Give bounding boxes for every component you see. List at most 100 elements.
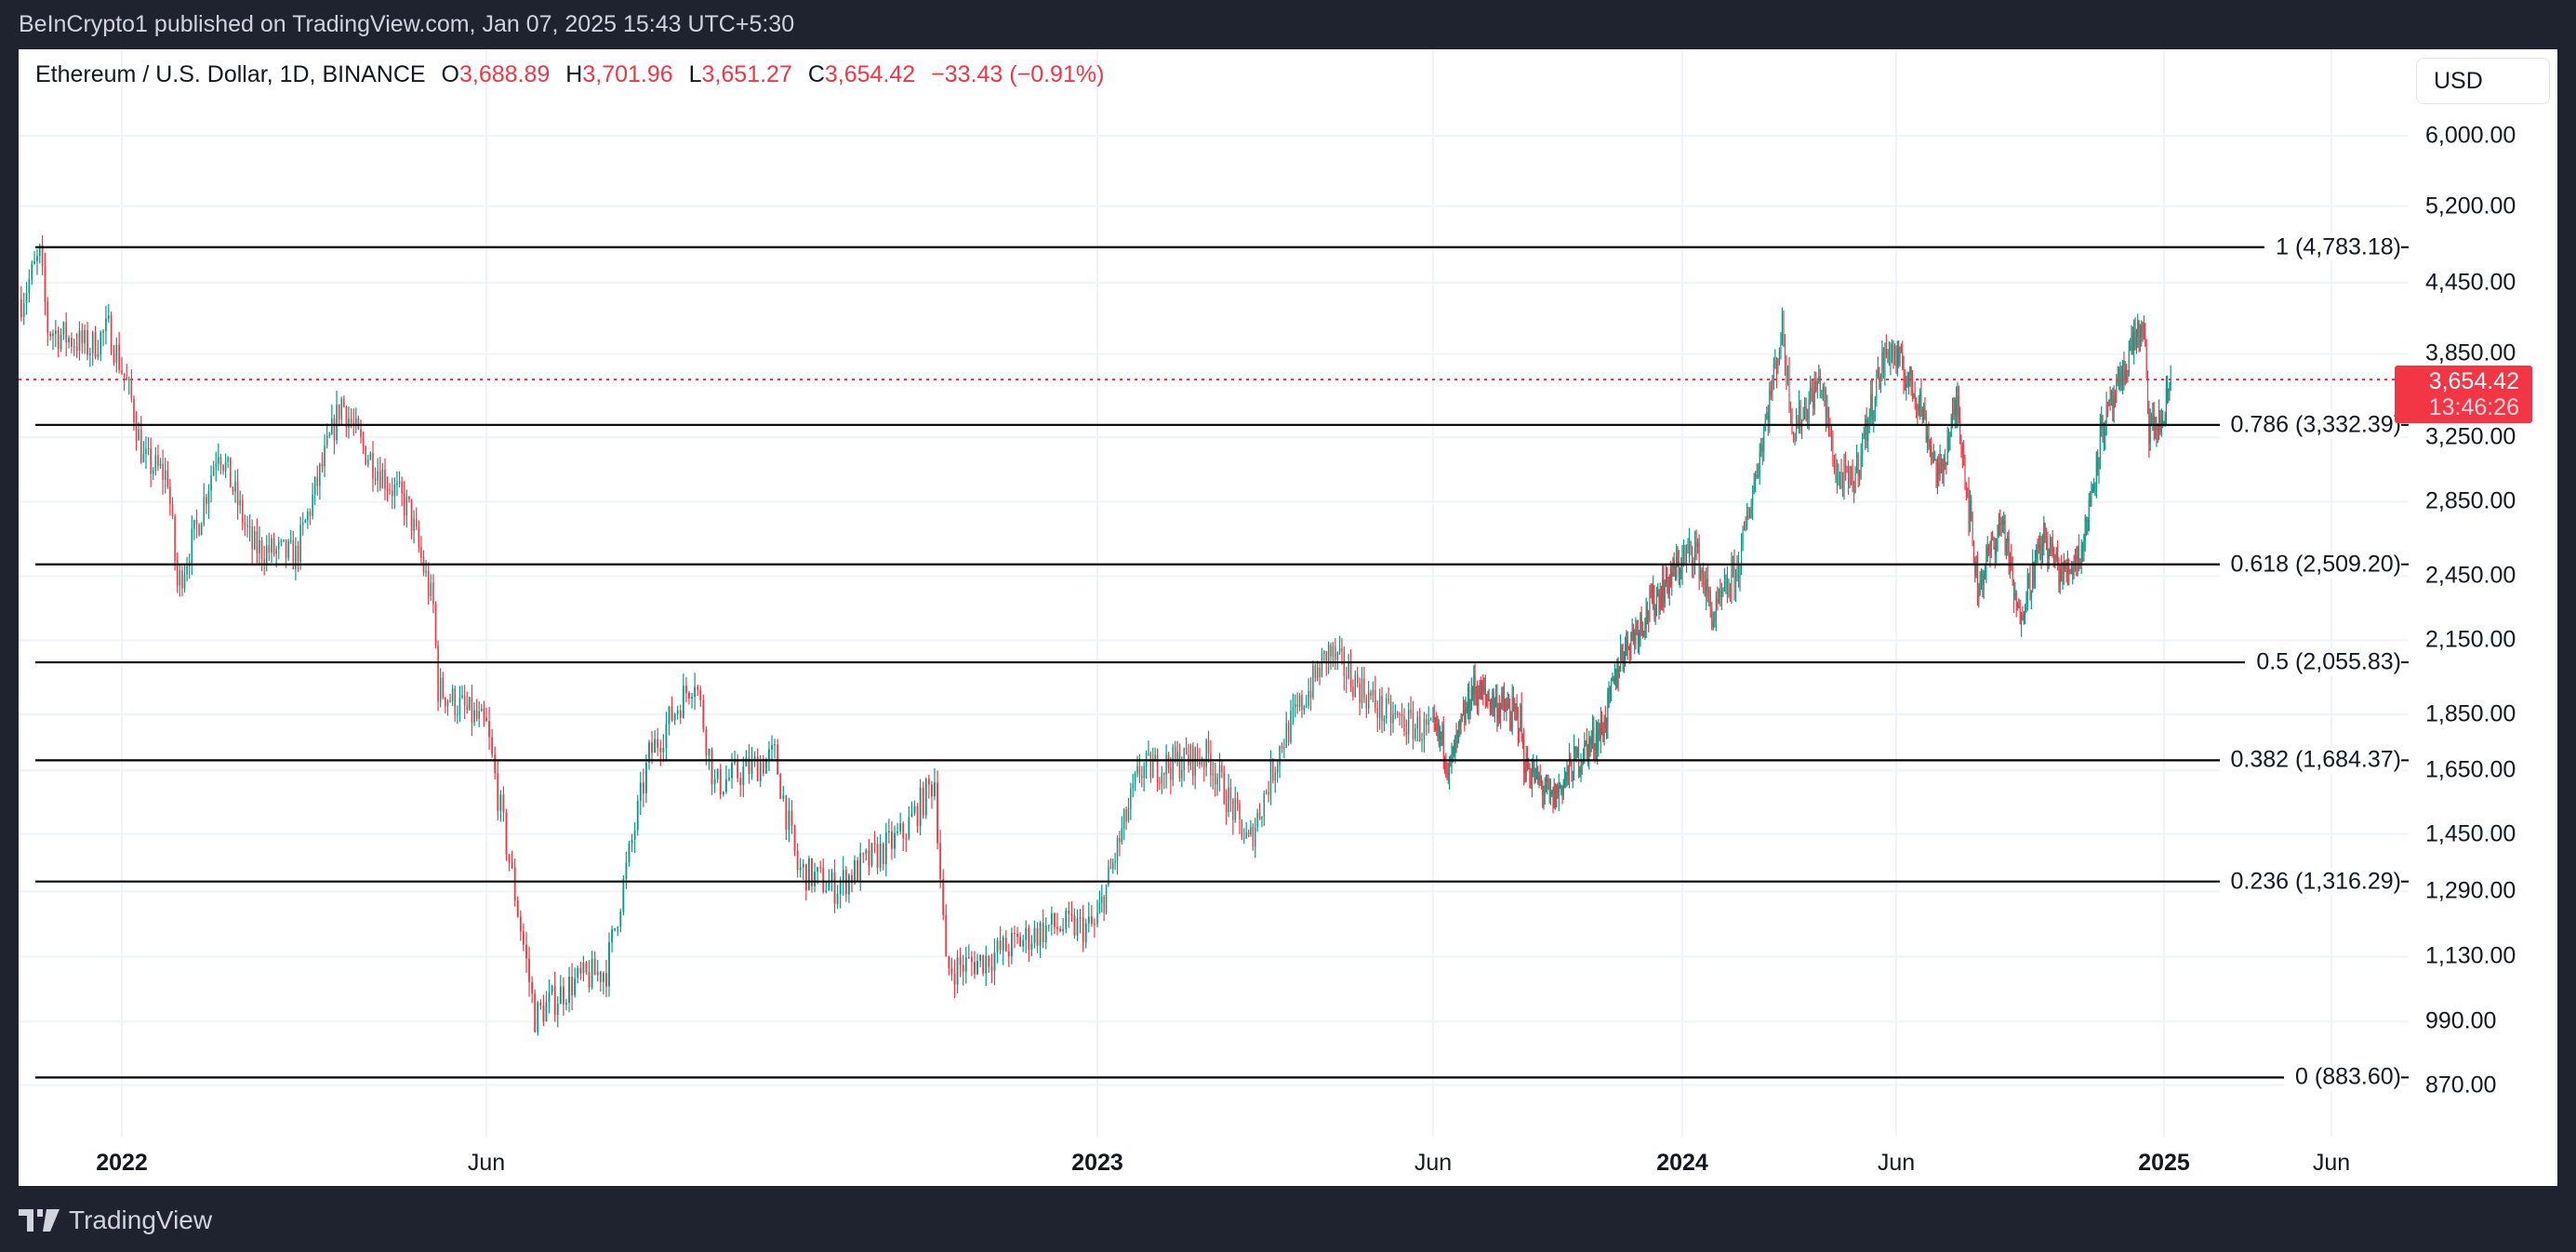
candle-body <box>1617 668 1619 678</box>
candle <box>1468 681 1470 725</box>
candle <box>1942 458 1944 485</box>
candle-body <box>386 488 389 490</box>
candle-body <box>934 782 936 797</box>
candle <box>790 800 793 834</box>
candle-body <box>1176 752 1178 761</box>
candle <box>1672 556 1674 577</box>
symbol-title[interactable]: Ethereum / U.S. Dollar, 1D, BINANCE <box>35 61 426 87</box>
candle-body <box>1509 708 1511 720</box>
candle <box>2054 553 2056 569</box>
candle-body <box>338 404 340 420</box>
candle-body <box>1070 913 1073 916</box>
candle-body <box>434 604 437 646</box>
candle-body <box>1537 766 1539 782</box>
candle-body <box>1756 474 1758 477</box>
candle <box>1245 821 1247 839</box>
candle-body <box>1432 717 1434 720</box>
candle-body <box>1068 911 1070 914</box>
candle <box>1094 918 1095 938</box>
candle <box>1963 439 1965 466</box>
candle <box>2165 375 2167 425</box>
candle <box>588 960 591 993</box>
candle <box>1511 684 1513 736</box>
candle-body <box>585 962 588 973</box>
candle <box>1632 623 1635 646</box>
candle <box>2094 482 2096 497</box>
time-tick: 2025 <box>2138 1150 2190 1176</box>
candle <box>1813 371 1815 415</box>
time-tick: Jun <box>1877 1150 1916 1176</box>
candle <box>1955 386 1958 429</box>
candle <box>939 830 942 889</box>
candle-body <box>628 843 631 863</box>
candle <box>1496 684 1498 732</box>
candle-body <box>1516 707 1518 711</box>
candle-body <box>1323 651 1325 655</box>
candle-body <box>862 853 865 855</box>
candle-body <box>719 768 722 795</box>
candle-body <box>1948 437 1950 450</box>
candle-body <box>1526 753 1528 770</box>
candle <box>1900 343 1902 353</box>
candle-body <box>126 377 127 380</box>
candle-body <box>1635 626 1637 642</box>
candle-body <box>1827 406 1829 432</box>
candle <box>1376 700 1378 733</box>
candle <box>145 436 147 470</box>
candle <box>1877 356 1879 380</box>
candle <box>608 932 610 997</box>
candle <box>699 685 702 707</box>
chart-pane[interactable] <box>19 49 2557 1186</box>
candle-body <box>2073 566 2075 568</box>
candle-body <box>1924 406 1926 418</box>
candle <box>1479 679 1481 699</box>
candle-body <box>2051 537 2052 543</box>
candle <box>1103 895 1105 921</box>
candle <box>2097 448 2099 476</box>
candle-body <box>1170 767 1172 780</box>
candle <box>1736 554 1738 582</box>
candle <box>1786 365 1789 386</box>
candle <box>777 739 779 775</box>
currency-button[interactable]: USD <box>2416 58 2550 104</box>
fib-level-label: 0.236 (1,316.29) <box>2219 868 2401 896</box>
candle <box>374 467 377 486</box>
candle-body <box>1167 754 1170 768</box>
candle <box>1591 714 1594 750</box>
candle-body <box>756 756 759 781</box>
candle-body <box>1416 716 1418 729</box>
candle-body <box>1500 705 1502 717</box>
candle <box>1481 679 1483 700</box>
candle <box>1657 582 1659 597</box>
candle-body <box>1760 444 1762 453</box>
candle <box>1911 369 1914 402</box>
footer-brand[interactable]: TradingView <box>19 1205 212 1235</box>
candle-body <box>1531 772 1533 784</box>
bar-countdown: 13:46:26 <box>2428 394 2519 420</box>
candle <box>425 559 427 578</box>
candle-body <box>1421 739 1423 741</box>
candle <box>1640 606 1642 636</box>
candle <box>688 690 690 705</box>
candle-body <box>2164 417 2166 423</box>
candle <box>542 994 545 1027</box>
low-value: 3,651.27 <box>701 61 792 87</box>
candle-body <box>1805 406 1807 420</box>
candle <box>1728 579 1730 598</box>
candle <box>287 539 289 562</box>
candle-body <box>1982 569 1984 585</box>
candle-body <box>1978 593 1980 597</box>
candle <box>1961 442 1963 469</box>
candle <box>1764 413 1766 432</box>
candle-body <box>1474 674 1476 692</box>
candle-body <box>1956 400 1958 415</box>
candle-body <box>292 539 295 570</box>
candle-body <box>1623 659 1625 663</box>
candle-body <box>1741 541 1743 571</box>
candle-body <box>1414 728 1416 739</box>
candle <box>1116 835 1119 875</box>
candle <box>466 691 469 714</box>
candle-body <box>694 686 697 698</box>
candle-body <box>2017 605 2019 611</box>
candle-body <box>1341 647 1343 652</box>
